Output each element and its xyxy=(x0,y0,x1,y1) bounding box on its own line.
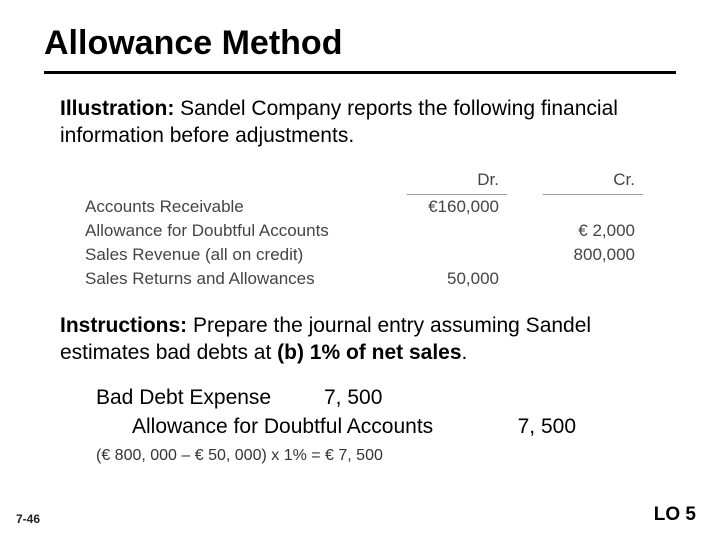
table-row: Sales Returns and Allowances 50,000 xyxy=(77,267,643,291)
journal-row-debit: Bad Debt Expense 7, 500 xyxy=(96,383,660,412)
table-cell-cr xyxy=(543,267,643,291)
table-header-dr: Dr. xyxy=(407,168,507,195)
journal-debit-amount: 7, 500 xyxy=(324,383,404,412)
table-cell-account: Accounts Receivable xyxy=(77,194,407,219)
journal-row-credit: Allowance for Doubtful Accounts 7, 500 xyxy=(96,412,660,441)
table-header-row: Dr. Cr. xyxy=(77,168,643,195)
table-row: Allowance for Doubtful Accounts € 2,000 xyxy=(77,219,643,243)
financial-table: Dr. Cr. Accounts Receivable €160,000 All… xyxy=(77,168,643,291)
slide-title: Allowance Method xyxy=(44,24,676,63)
slide: Allowance Method Illustration: Sandel Co… xyxy=(0,0,720,540)
table-cell-dr: €160,000 xyxy=(407,194,507,219)
table-header-blank xyxy=(77,168,407,195)
table-cell-account: Allowance for Doubtful Accounts xyxy=(77,219,407,243)
illustration-label: Illustration: xyxy=(60,97,174,120)
table-cell-account: Sales Revenue (all on credit) xyxy=(77,243,407,267)
table-cell-cr: 800,000 xyxy=(543,243,643,267)
learning-objective: LO 5 xyxy=(654,504,696,526)
table-row: Sales Revenue (all on credit) 800,000 xyxy=(77,243,643,267)
table-cell-dr: 50,000 xyxy=(407,267,507,291)
calculation-note: (€ 800, 000 – € 50, 000) x 1% = € 7, 500 xyxy=(96,447,660,465)
table-header-cr: Cr. xyxy=(543,168,643,195)
table-cell-dr xyxy=(407,219,507,243)
table-cell-cr: € 2,000 xyxy=(543,219,643,243)
instructions-body-b: . xyxy=(462,341,468,364)
table-cell-dr xyxy=(407,243,507,267)
illustration-text: Illustration: Sandel Company reports the… xyxy=(60,96,660,150)
table-cell-account: Sales Returns and Allowances xyxy=(77,267,407,291)
instructions-emph: (b) 1% of net sales xyxy=(277,341,461,364)
journal-account: Bad Debt Expense xyxy=(96,383,324,412)
instructions-text: Instructions: Prepare the journal entry … xyxy=(60,313,660,367)
table-cell-cr xyxy=(543,194,643,219)
journal-account: Allowance for Doubtful Accounts xyxy=(96,412,466,441)
instructions-label: Instructions: xyxy=(60,314,187,337)
table-row: Accounts Receivable €160,000 xyxy=(77,194,643,219)
journal-credit-amount: 7, 500 xyxy=(466,412,576,441)
journal-entry: Bad Debt Expense 7, 500 Allowance for Do… xyxy=(96,383,660,442)
title-rule xyxy=(44,71,676,74)
slide-number: 7-46 xyxy=(16,512,40,526)
table-header-gap xyxy=(507,168,543,195)
